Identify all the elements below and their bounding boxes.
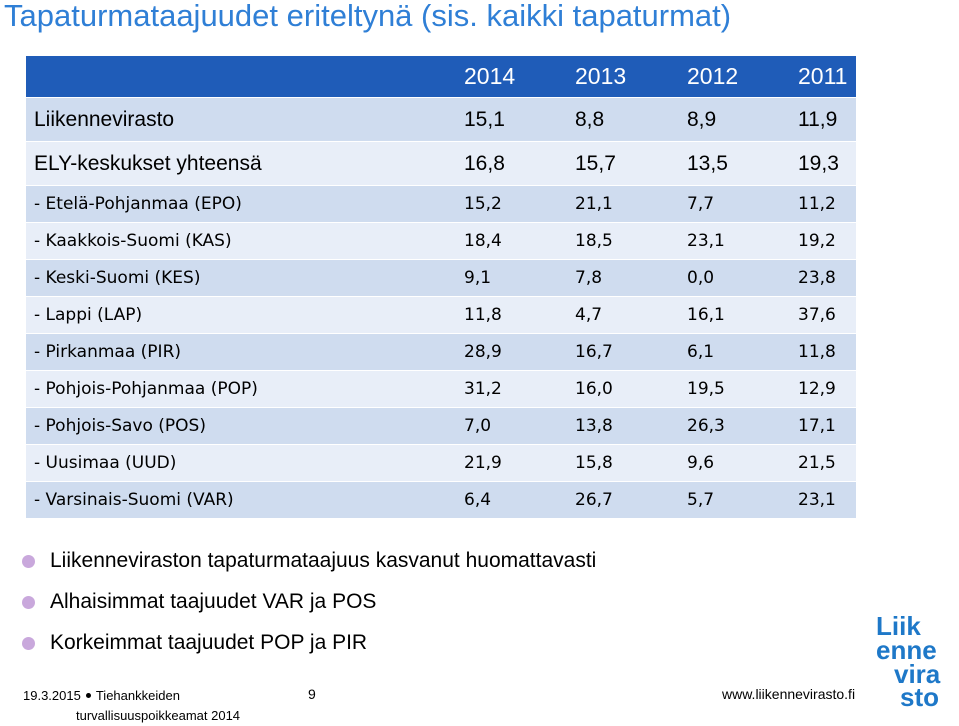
logo-line-1: Liik — [876, 612, 921, 641]
row-value-2014: 15,1 — [446, 98, 552, 141]
row-label: - Lappi (LAP) — [26, 297, 446, 333]
table-row: - Etelä-Pohjanmaa (EPO) 15,2 21,1 7,7 11… — [26, 186, 856, 222]
row-value-2012: 6,1 — [659, 334, 770, 370]
row-label: ELY-keskukset yhteensä — [26, 142, 446, 185]
row-value-2011: 11,9 — [770, 98, 856, 141]
header-cell-2011: 2011 — [770, 56, 856, 97]
row-value-2013: 13,8 — [552, 408, 659, 444]
row-value-2012: 7,7 — [659, 186, 770, 222]
row-value-2014: 31,2 — [446, 371, 552, 407]
row-value-2014: 16,8 — [446, 142, 552, 185]
footer-event-line2: turvallisuuspoikkeamat 2014 — [76, 708, 241, 723]
row-value-2013: 15,7 — [552, 142, 659, 185]
table-row: - Lappi (LAP) 11,8 4,7 16,1 37,6 — [26, 297, 856, 333]
bullet-dot-icon — [22, 555, 35, 568]
logo-line-2: enne — [876, 635, 937, 665]
table-row: - Pirkanmaa (PIR) 28,9 16,7 6,1 11,8 — [26, 334, 856, 370]
logo-line-3: vira — [894, 659, 941, 689]
row-value-2014: 7,0 — [446, 408, 552, 444]
bullet-text: Alhaisimmat taajuudet VAR ja POS — [50, 590, 377, 613]
row-value-2011: 21,5 — [770, 445, 856, 481]
row-value-2014: 18,4 — [446, 223, 552, 259]
bullet-list: Liikenneviraston tapaturmataajuus kasvan… — [20, 547, 596, 670]
bullet-separator-icon — [85, 693, 91, 699]
table-row: ELY-keskukset yhteensä 16,8 15,7 13,5 19… — [26, 142, 856, 185]
footer-line-1: 19.3.2015 Tiehankkeiden — [23, 686, 240, 706]
row-value-2014: 21,9 — [446, 445, 552, 481]
row-value-2013: 7,8 — [552, 260, 659, 296]
row-label: - Keski-Suomi (KES) — [26, 260, 446, 296]
row-value-2012: 9,6 — [659, 445, 770, 481]
row-value-2011: 19,3 — [770, 142, 856, 185]
row-value-2011: 11,8 — [770, 334, 856, 370]
row-value-2013: 26,7 — [552, 482, 659, 518]
row-value-2012: 5,7 — [659, 482, 770, 518]
row-label: - Pohjois-Pohjanmaa (POP) — [26, 371, 446, 407]
row-value-2013: 4,7 — [552, 297, 659, 333]
row-value-2011: 37,6 — [770, 297, 856, 333]
bullet-text: Liikenneviraston tapaturmataajuus kasvan… — [50, 549, 597, 572]
row-value-2013: 8,8 — [552, 98, 659, 141]
row-value-2012: 26,3 — [659, 408, 770, 444]
row-value-2012: 19,5 — [659, 371, 770, 407]
row-label: - Kaakkois-Suomi (KAS) — [26, 223, 446, 259]
header-cell-2014: 2014 — [446, 56, 552, 97]
header-cell-label — [26, 56, 446, 97]
table-row: - Varsinais-Suomi (VAR) 6,4 26,7 5,7 23,… — [26, 482, 856, 518]
frequency-table: 2014 2013 2012 2011 Liikennevirasto 15,1… — [26, 55, 856, 519]
row-value-2014: 9,1 — [446, 260, 552, 296]
row-label: - Pirkanmaa (PIR) — [26, 334, 446, 370]
footer-line-2: turvallisuuspoikkeamat 2014 — [23, 706, 240, 726]
table-row: - Pohjois-Savo (POS) 7,0 13,8 26,3 17,1 — [26, 408, 856, 444]
row-value-2014: 15,2 — [446, 186, 552, 222]
row-value-2014: 6,4 — [446, 482, 552, 518]
row-value-2013: 15,8 — [552, 445, 659, 481]
table-row: - Kaakkois-Suomi (KAS) 18,4 18,5 23,1 19… — [26, 223, 856, 259]
row-value-2011: 23,8 — [770, 260, 856, 296]
row-value-2012: 0,0 — [659, 260, 770, 296]
table-row: - Pohjois-Pohjanmaa (POP) 31,2 16,0 19,5… — [26, 371, 856, 407]
bullet-item: Alhaisimmat taajuudet VAR ja POS — [20, 588, 596, 629]
row-value-2012: 16,1 — [659, 297, 770, 333]
row-label: - Uusimaa (UUD) — [26, 445, 446, 481]
row-value-2013: 21,1 — [552, 186, 659, 222]
row-value-2014: 28,9 — [446, 334, 552, 370]
liikennevirasto-logo: Liik enne vira sto — [876, 612, 941, 708]
table-header-row: 2014 2013 2012 2011 — [26, 56, 856, 97]
slide-title: Tapaturmataajuudet eriteltynä (sis. kaik… — [4, 0, 732, 33]
bullet-dot-icon — [22, 637, 35, 650]
row-label: - Pohjois-Savo (POS) — [26, 408, 446, 444]
row-value-2011: 12,9 — [770, 371, 856, 407]
table-row: - Keski-Suomi (KES) 9,1 7,8 0,0 23,8 — [26, 260, 856, 296]
header-cell-2013: 2013 — [552, 56, 659, 97]
footer-date: 19.3.2015 — [23, 688, 81, 703]
header-cell-2012: 2012 — [659, 56, 770, 97]
footer-website-link[interactable]: www.liikennevirasto.fi — [722, 686, 856, 702]
row-value-2011: 19,2 — [770, 223, 856, 259]
row-value-2011: 11,2 — [770, 186, 856, 222]
bullet-item: Liikenneviraston tapaturmataajuus kasvan… — [20, 547, 596, 588]
row-value-2011: 17,1 — [770, 408, 856, 444]
bullet-item: Korkeimmat taajuudet POP ja PIR — [20, 629, 596, 670]
row-label: - Etelä-Pohjanmaa (EPO) — [26, 186, 446, 222]
table-row: - Uusimaa (UUD) 21,9 15,8 9,6 21,5 — [26, 445, 856, 481]
footer-event-line1: Tiehankkeiden — [95, 688, 180, 703]
row-value-2013: 16,0 — [552, 371, 659, 407]
footer-info: 19.3.2015 Tiehankkeiden turvallisuuspoikk… — [23, 686, 240, 726]
row-value-2012: 13,5 — [659, 142, 770, 185]
row-label: - Varsinais-Suomi (VAR) — [26, 482, 446, 518]
row-value-2013: 16,7 — [552, 334, 659, 370]
bullet-dot-icon — [22, 596, 35, 609]
row-value-2012: 23,1 — [659, 223, 770, 259]
row-label: Liikennevirasto — [26, 98, 446, 141]
table-row: Liikennevirasto 15,1 8,8 8,9 11,9 — [26, 98, 856, 141]
page-number: 9 — [308, 686, 316, 702]
logo-line-4: sto — [900, 682, 939, 708]
bullet-text: Korkeimmat taajuudet POP ja PIR — [50, 631, 368, 654]
row-value-2012: 8,9 — [659, 98, 770, 141]
row-value-2014: 11,8 — [446, 297, 552, 333]
row-value-2013: 18,5 — [552, 223, 659, 259]
row-value-2011: 23,1 — [770, 482, 856, 518]
